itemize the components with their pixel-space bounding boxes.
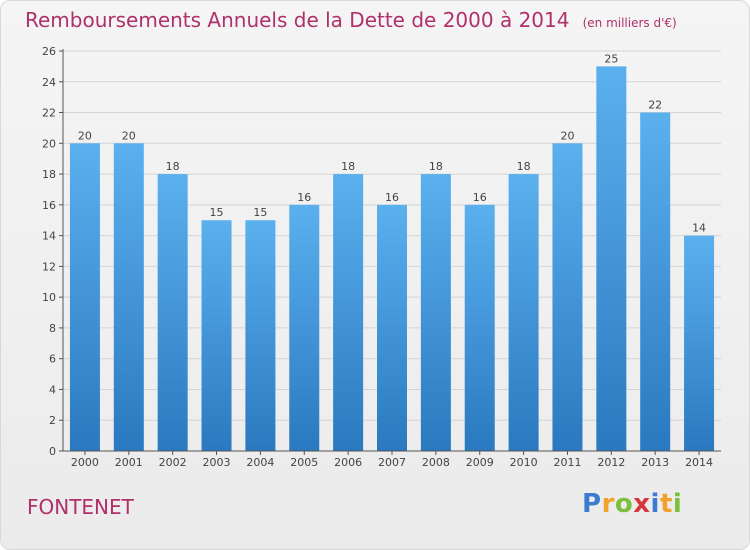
x-tick-label: 2009 [466, 456, 494, 469]
logo-letter: P [582, 489, 602, 519]
bar [69, 143, 100, 452]
chart-title-text: Remboursements Annuels de la Dette de 20… [25, 8, 570, 32]
chart-title: Remboursements Annuels de la Dette de 20… [25, 8, 677, 32]
data-label: 18 [517, 160, 531, 173]
bar [289, 204, 320, 451]
y-tick-label: 14 [42, 230, 56, 243]
y-tick-label: 12 [42, 260, 56, 273]
y-tick-label: 22 [42, 107, 56, 120]
logo-letter: x [633, 489, 651, 519]
data-label: 25 [604, 52, 618, 65]
x-tick-label: 2001 [115, 456, 143, 469]
data-label: 16 [385, 191, 399, 204]
y-tick-label: 16 [42, 199, 56, 212]
commune-name: FONTENET [27, 495, 134, 519]
x-tick-label: 2007 [378, 456, 406, 469]
data-label: 18 [341, 160, 355, 173]
data-label: 15 [253, 206, 267, 219]
y-tick-label: 10 [42, 291, 56, 304]
y-tick-label: 24 [42, 76, 56, 89]
x-tick-label: 2012 [597, 456, 625, 469]
bar [157, 174, 188, 452]
x-tick-label: 2008 [422, 456, 450, 469]
data-label: 15 [210, 206, 224, 219]
chart-unit-text: (en milliers d'€) [582, 16, 677, 30]
y-tick-label: 6 [49, 353, 56, 366]
x-tick-label: 2014 [685, 456, 713, 469]
data-label: 22 [648, 99, 662, 112]
bar [333, 174, 364, 452]
x-tick-label: 2010 [510, 456, 538, 469]
bar [377, 204, 407, 451]
logo-letter: t [659, 489, 673, 519]
y-tick-label: 2 [49, 414, 56, 427]
data-label: 18 [166, 160, 180, 173]
data-label: 16 [297, 191, 311, 204]
bar [201, 220, 232, 451]
x-tick-label: 2011 [553, 456, 581, 469]
logo-letter: i [650, 489, 660, 519]
proxiti-logo: Proxiti [582, 489, 682, 519]
bar [508, 174, 539, 452]
data-label: 18 [429, 160, 443, 173]
x-tick-label: 2005 [290, 456, 318, 469]
logo-letter: r [601, 489, 615, 519]
data-label: 20 [122, 129, 136, 142]
bar [464, 204, 495, 451]
x-tick-label: 2003 [203, 456, 231, 469]
x-tick-label: 2000 [71, 456, 99, 469]
data-label: 20 [78, 129, 92, 142]
x-tick-label: 2006 [334, 456, 362, 469]
x-tick-label: 2013 [641, 456, 669, 469]
logo-letter: o [614, 489, 634, 519]
y-tick-label: 20 [42, 137, 56, 150]
data-label: 16 [473, 191, 487, 204]
y-tick-label: 4 [49, 383, 56, 396]
bar [420, 174, 451, 452]
data-label: 14 [692, 222, 706, 235]
data-label: 20 [560, 129, 574, 142]
bar [245, 220, 276, 451]
bar [684, 235, 715, 451]
bar [552, 143, 583, 452]
bars: 20 20 18 15 15 16 18 16 18 16 18 20 25 22 14 [69, 52, 715, 452]
y-tick-label: 26 [42, 45, 56, 58]
x-tick-label: 2002 [159, 456, 187, 469]
logo-letter: i [672, 489, 683, 519]
x-tick-label: 2004 [246, 456, 274, 469]
y-tick-label: 18 [42, 168, 56, 181]
y-tick-label: 8 [49, 322, 56, 335]
bar [640, 112, 671, 452]
bar [113, 143, 144, 452]
bar [596, 66, 627, 451]
y-tick-label: 0 [49, 445, 56, 458]
